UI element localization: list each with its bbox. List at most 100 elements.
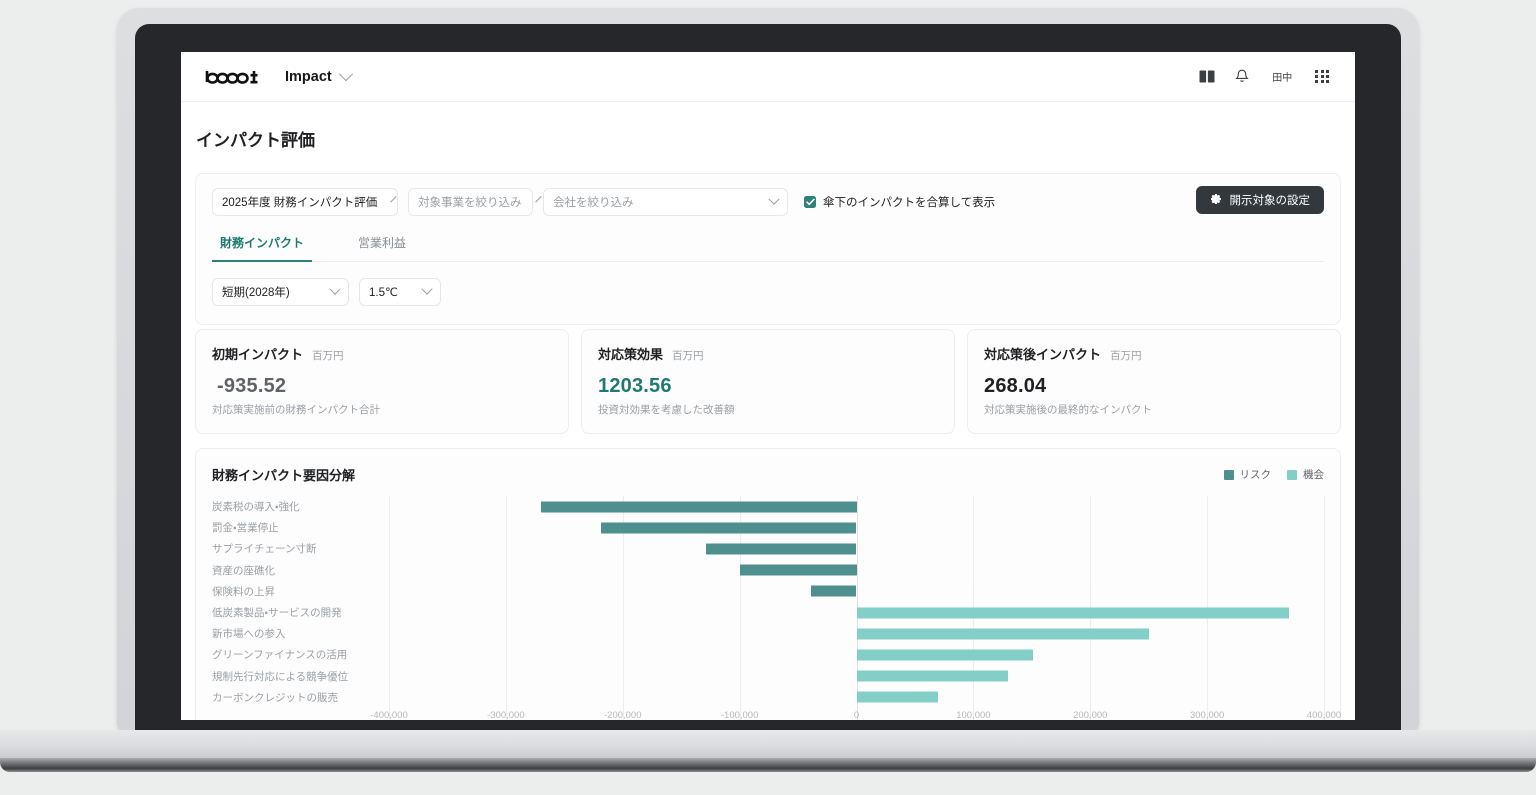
avatar[interactable]: 田中 <box>1269 63 1296 90</box>
kpi-value: 268.04 <box>984 375 1047 397</box>
legend-label-opportunity: 機会 <box>1303 469 1324 481</box>
legend-swatch-opportunity <box>1287 469 1297 480</box>
business-filter-select[interactable]: 対象事業を絞り込み <box>408 188 542 216</box>
impact-tabs: 財務インパクト 営業利益 <box>212 234 1324 262</box>
chart-category-label: 新市場への参入 <box>212 628 286 641</box>
chart-header: 財務インパクト要因分解 リスク 機会 <box>212 465 1324 484</box>
aggregate-checkbox-label: 傘下のインパクトを合算して表示 <box>823 197 996 209</box>
chart-row: サプライチェーン寸断 <box>212 538 1324 559</box>
chart-bar-track <box>389 560 1324 581</box>
chart-bar-track <box>389 496 1324 517</box>
x-axis-tick-label: 0 <box>853 710 860 720</box>
chart-category-label: 保険料の上昇 <box>212 585 275 598</box>
x-axis-tick-label: -300,000 <box>487 710 525 720</box>
chart-title: 財務インパクト要因分解 <box>212 468 356 483</box>
product-switcher[interactable]: Impact <box>285 66 353 85</box>
kpi-title: 対応策効果 <box>598 347 664 362</box>
chart-bar[interactable] <box>600 522 857 534</box>
scenario-select-value: 1.5℃ <box>369 287 398 299</box>
nav-right-actions: 田中 <box>1199 63 1339 90</box>
filter-card: 2025年度 財務インパクト評価 対象事業を絞り込み 会社を絞り込み <box>195 173 1341 325</box>
chart-bar-track <box>389 581 1324 602</box>
kpi-title: 初期インパクト <box>212 347 304 362</box>
chart-bar[interactable] <box>810 585 857 597</box>
chevron-down-icon <box>329 283 341 295</box>
app-screen: Impact 田中 <box>181 52 1355 720</box>
chart-bar[interactable] <box>856 607 1289 619</box>
chart-bar[interactable] <box>705 543 857 555</box>
assessment-select[interactable]: 2025年度 財務インパクト評価 <box>212 188 398 216</box>
chart-x-axis: -400,000 -300,000 -200,000 -100,000 0 100,000… <box>370 710 1341 720</box>
chart-bar[interactable] <box>540 501 857 513</box>
company-filter-select[interactable]: 会社を絞り込み <box>543 188 788 216</box>
chart-row: 資産の座礁化 <box>212 560 1324 581</box>
chart-row: カーボンクレジットの販売 <box>212 687 1324 708</box>
chart-row: グリーンファイナンスの活用 <box>212 644 1324 665</box>
chart-bar-track <box>389 666 1324 687</box>
tab-financial-impact[interactable]: 財務インパクト <box>212 234 313 262</box>
legend-item-risk[interactable]: リスク <box>1223 467 1272 482</box>
chart-bar-track <box>389 517 1324 538</box>
chart-bar[interactable] <box>739 564 857 576</box>
kpi-card-initial-impact: 初期インパクト 百万円 -935.52 対応策実施前の財務インパクト合計 <box>195 329 569 434</box>
chart-row: 規制先行対応による競争優位 <box>212 666 1324 687</box>
chart-bar-track <box>389 623 1324 644</box>
chart-bar-rows: 炭素税の導入・強化 罰金・営業停止サプライチェーン寸断資産の座礁化保険料の上昇低炭… <box>212 496 1324 708</box>
term-select-value: 短期(2028年) <box>222 287 290 299</box>
subfilter-row: 短期(2028年) 1.5℃ <box>212 262 1324 324</box>
filter-row: 2025年度 財務インパクト評価 対象事業を絞り込み 会社を絞り込み <box>212 186 1324 216</box>
gridline <box>1324 496 1325 720</box>
kpi-value: -935.52 <box>217 375 287 397</box>
x-axis-tick-label: -100,000 <box>720 710 759 720</box>
gear-icon <box>1210 193 1222 208</box>
chart-bar[interactable] <box>856 670 1009 682</box>
scenario-select[interactable]: 1.5℃ <box>359 278 441 306</box>
bell-icon[interactable] <box>1235 69 1249 84</box>
x-axis-tick-label: -200,000 <box>603 710 642 720</box>
disclosure-settings-label: 開示対象の設定 <box>1229 195 1311 207</box>
disclosure-settings-button[interactable]: 開示対象の設定 <box>1195 186 1324 214</box>
chart-category-label: グリーンファイナンスの活用 <box>212 649 348 662</box>
kpi-subtitle: 対応策実施前の財務インパクト合計 <box>212 404 380 416</box>
tab-operating-profit[interactable]: 営業利益 <box>358 236 407 250</box>
chart-bar[interactable] <box>856 649 1033 661</box>
chart-category-label: カーボンクレジットの販売 <box>212 691 338 704</box>
page-title: インパクト評価 <box>196 131 315 150</box>
business-filter-placeholder: 対象事業を絞り込み <box>418 197 522 209</box>
chart-legend: リスク 機会 <box>1223 467 1324 482</box>
kpi-card-row: 初期インパクト 百万円 -935.52 対応策実施前の財務インパクト合計 対応策… <box>195 329 1341 434</box>
laptop-base <box>0 730 1536 758</box>
chart-category-label: サプライチェーン寸断 <box>212 543 317 556</box>
chart-category-label: 罰金・営業停止 <box>212 522 279 535</box>
product-name: Impact <box>285 68 332 85</box>
aggregate-checkbox[interactable]: 傘下のインパクトを合算して表示 <box>804 194 995 210</box>
legend-swatch-risk <box>1223 469 1234 480</box>
x-axis-tick-label: 100,000 <box>956 710 991 720</box>
chart-category-label: 低炭素製品・サービスの開発 <box>212 607 342 620</box>
booost-logo[interactable] <box>205 69 261 85</box>
book-icon[interactable] <box>1199 70 1215 83</box>
chevron-down-icon <box>390 195 397 203</box>
chart-plot-area: 炭素税の導入・強化 罰金・営業停止サプライチェーン寸断資産の座礁化保険料の上昇低炭… <box>212 496 1341 720</box>
top-navigation-bar: Impact 田中 <box>181 52 1355 102</box>
chart-bar-track <box>389 538 1324 559</box>
legend-label-risk: リスク <box>1239 469 1272 481</box>
apps-grid-icon[interactable] <box>1315 69 1329 84</box>
kpi-card-countermeasure-effect: 対応策効果 百万円 1203.56 投資対効果を考慮した改善額 <box>581 329 955 434</box>
checkbox-checked-icon <box>804 196 816 208</box>
kpi-unit: 百万円 <box>672 350 704 362</box>
kpi-value: 1203.56 <box>598 375 672 397</box>
assessment-select-value: 2025年度 財務インパクト評価 <box>222 197 378 209</box>
chart-category-label: 炭素税の導入・強化 <box>212 501 300 514</box>
chart-bar[interactable] <box>856 628 1149 640</box>
laptop-base-edge <box>0 758 1536 772</box>
kpi-subtitle: 投資対効果を考慮した改善額 <box>598 404 735 416</box>
legend-item-opportunity[interactable]: 機会 <box>1287 467 1324 482</box>
chart-category-label: 規制先行対応による競争優位 <box>212 670 349 683</box>
company-filter-placeholder: 会社を絞り込み <box>553 197 634 209</box>
chevron-down-icon <box>338 66 353 81</box>
x-axis-tick-label: 300,000 <box>1189 710 1225 720</box>
term-select[interactable]: 短期(2028年) <box>212 278 349 306</box>
chart-bar[interactable] <box>856 691 939 703</box>
